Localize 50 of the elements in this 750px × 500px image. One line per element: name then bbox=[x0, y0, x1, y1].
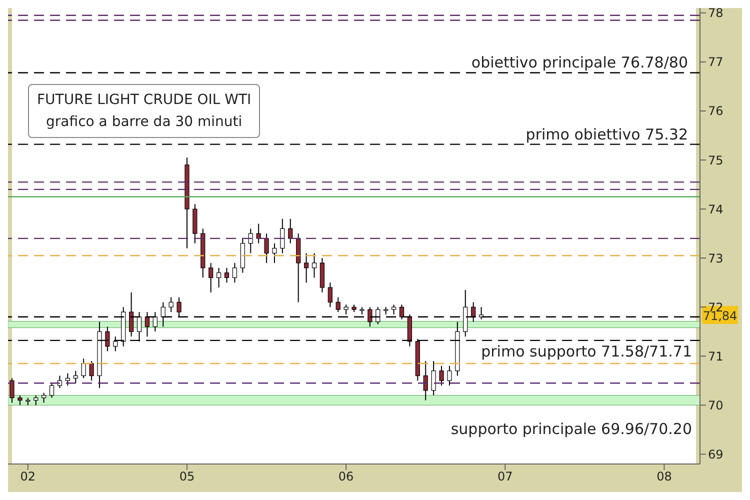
y-tick-label: 71 bbox=[708, 349, 724, 364]
candlestick bbox=[216, 267, 222, 288]
candlestick bbox=[18, 394, 22, 406]
candlestick bbox=[10, 378, 14, 404]
candlestick bbox=[73, 370, 78, 384]
x-tick-label: 05 bbox=[179, 470, 195, 484]
candlestick bbox=[447, 365, 452, 386]
candlestick bbox=[312, 252, 317, 278]
candlestick bbox=[431, 360, 436, 396]
candlestick bbox=[42, 392, 46, 404]
y-tick-label: 70 bbox=[708, 398, 724, 412]
candlestick bbox=[65, 372, 70, 386]
y-tick-label: 73 bbox=[708, 251, 724, 266]
candlestick bbox=[280, 218, 285, 254]
y-tick-label: 74 bbox=[708, 202, 724, 216]
y-tick-label: 69 bbox=[708, 447, 724, 462]
y-tick-label: 78 bbox=[708, 6, 724, 20]
y-tick-label: 75 bbox=[708, 153, 724, 168]
candlestick bbox=[256, 223, 261, 244]
ref-line-label: primo obiettivo 75.32 bbox=[526, 125, 688, 144]
candlestick bbox=[81, 358, 86, 379]
x-tick-label: 02 bbox=[20, 470, 36, 484]
candlestick bbox=[232, 262, 238, 284]
candlestick bbox=[224, 267, 230, 284]
candlestick bbox=[344, 304, 348, 315]
candlestick bbox=[439, 365, 444, 386]
x-tick-label: 07 bbox=[497, 470, 513, 484]
candlestick bbox=[328, 282, 332, 308]
candlestick bbox=[49, 382, 54, 398]
text: FUTURE LIGHT CRUDE OIL WTI bbox=[37, 91, 252, 110]
candlestick bbox=[391, 304, 396, 315]
candlestick bbox=[304, 252, 309, 284]
candlestick bbox=[264, 233, 269, 264]
candlestick bbox=[168, 296, 174, 312]
candlestick bbox=[208, 262, 214, 293]
candlestick bbox=[288, 218, 293, 244]
candlestick bbox=[89, 360, 94, 382]
candlestick bbox=[336, 296, 340, 312]
candlestick bbox=[34, 394, 38, 406]
x-tick-label: 06 bbox=[338, 470, 354, 484]
candlestick bbox=[248, 228, 253, 254]
text: grafico a barre da 30 minuti bbox=[45, 113, 244, 132]
candlestick bbox=[423, 360, 428, 401]
y-tick-label: 76 bbox=[708, 104, 724, 118]
x-tick-label: 08 bbox=[656, 470, 672, 484]
y-tick-label: 77 bbox=[708, 55, 724, 70]
band-label: supporto principale 69.96/70.20 bbox=[450, 420, 692, 438]
band-label: primo supporto 71.58/71.71 bbox=[481, 342, 692, 361]
candlestick bbox=[272, 242, 277, 264]
ref-line-label: obiettivo principale 76.78/80 bbox=[471, 54, 688, 72]
